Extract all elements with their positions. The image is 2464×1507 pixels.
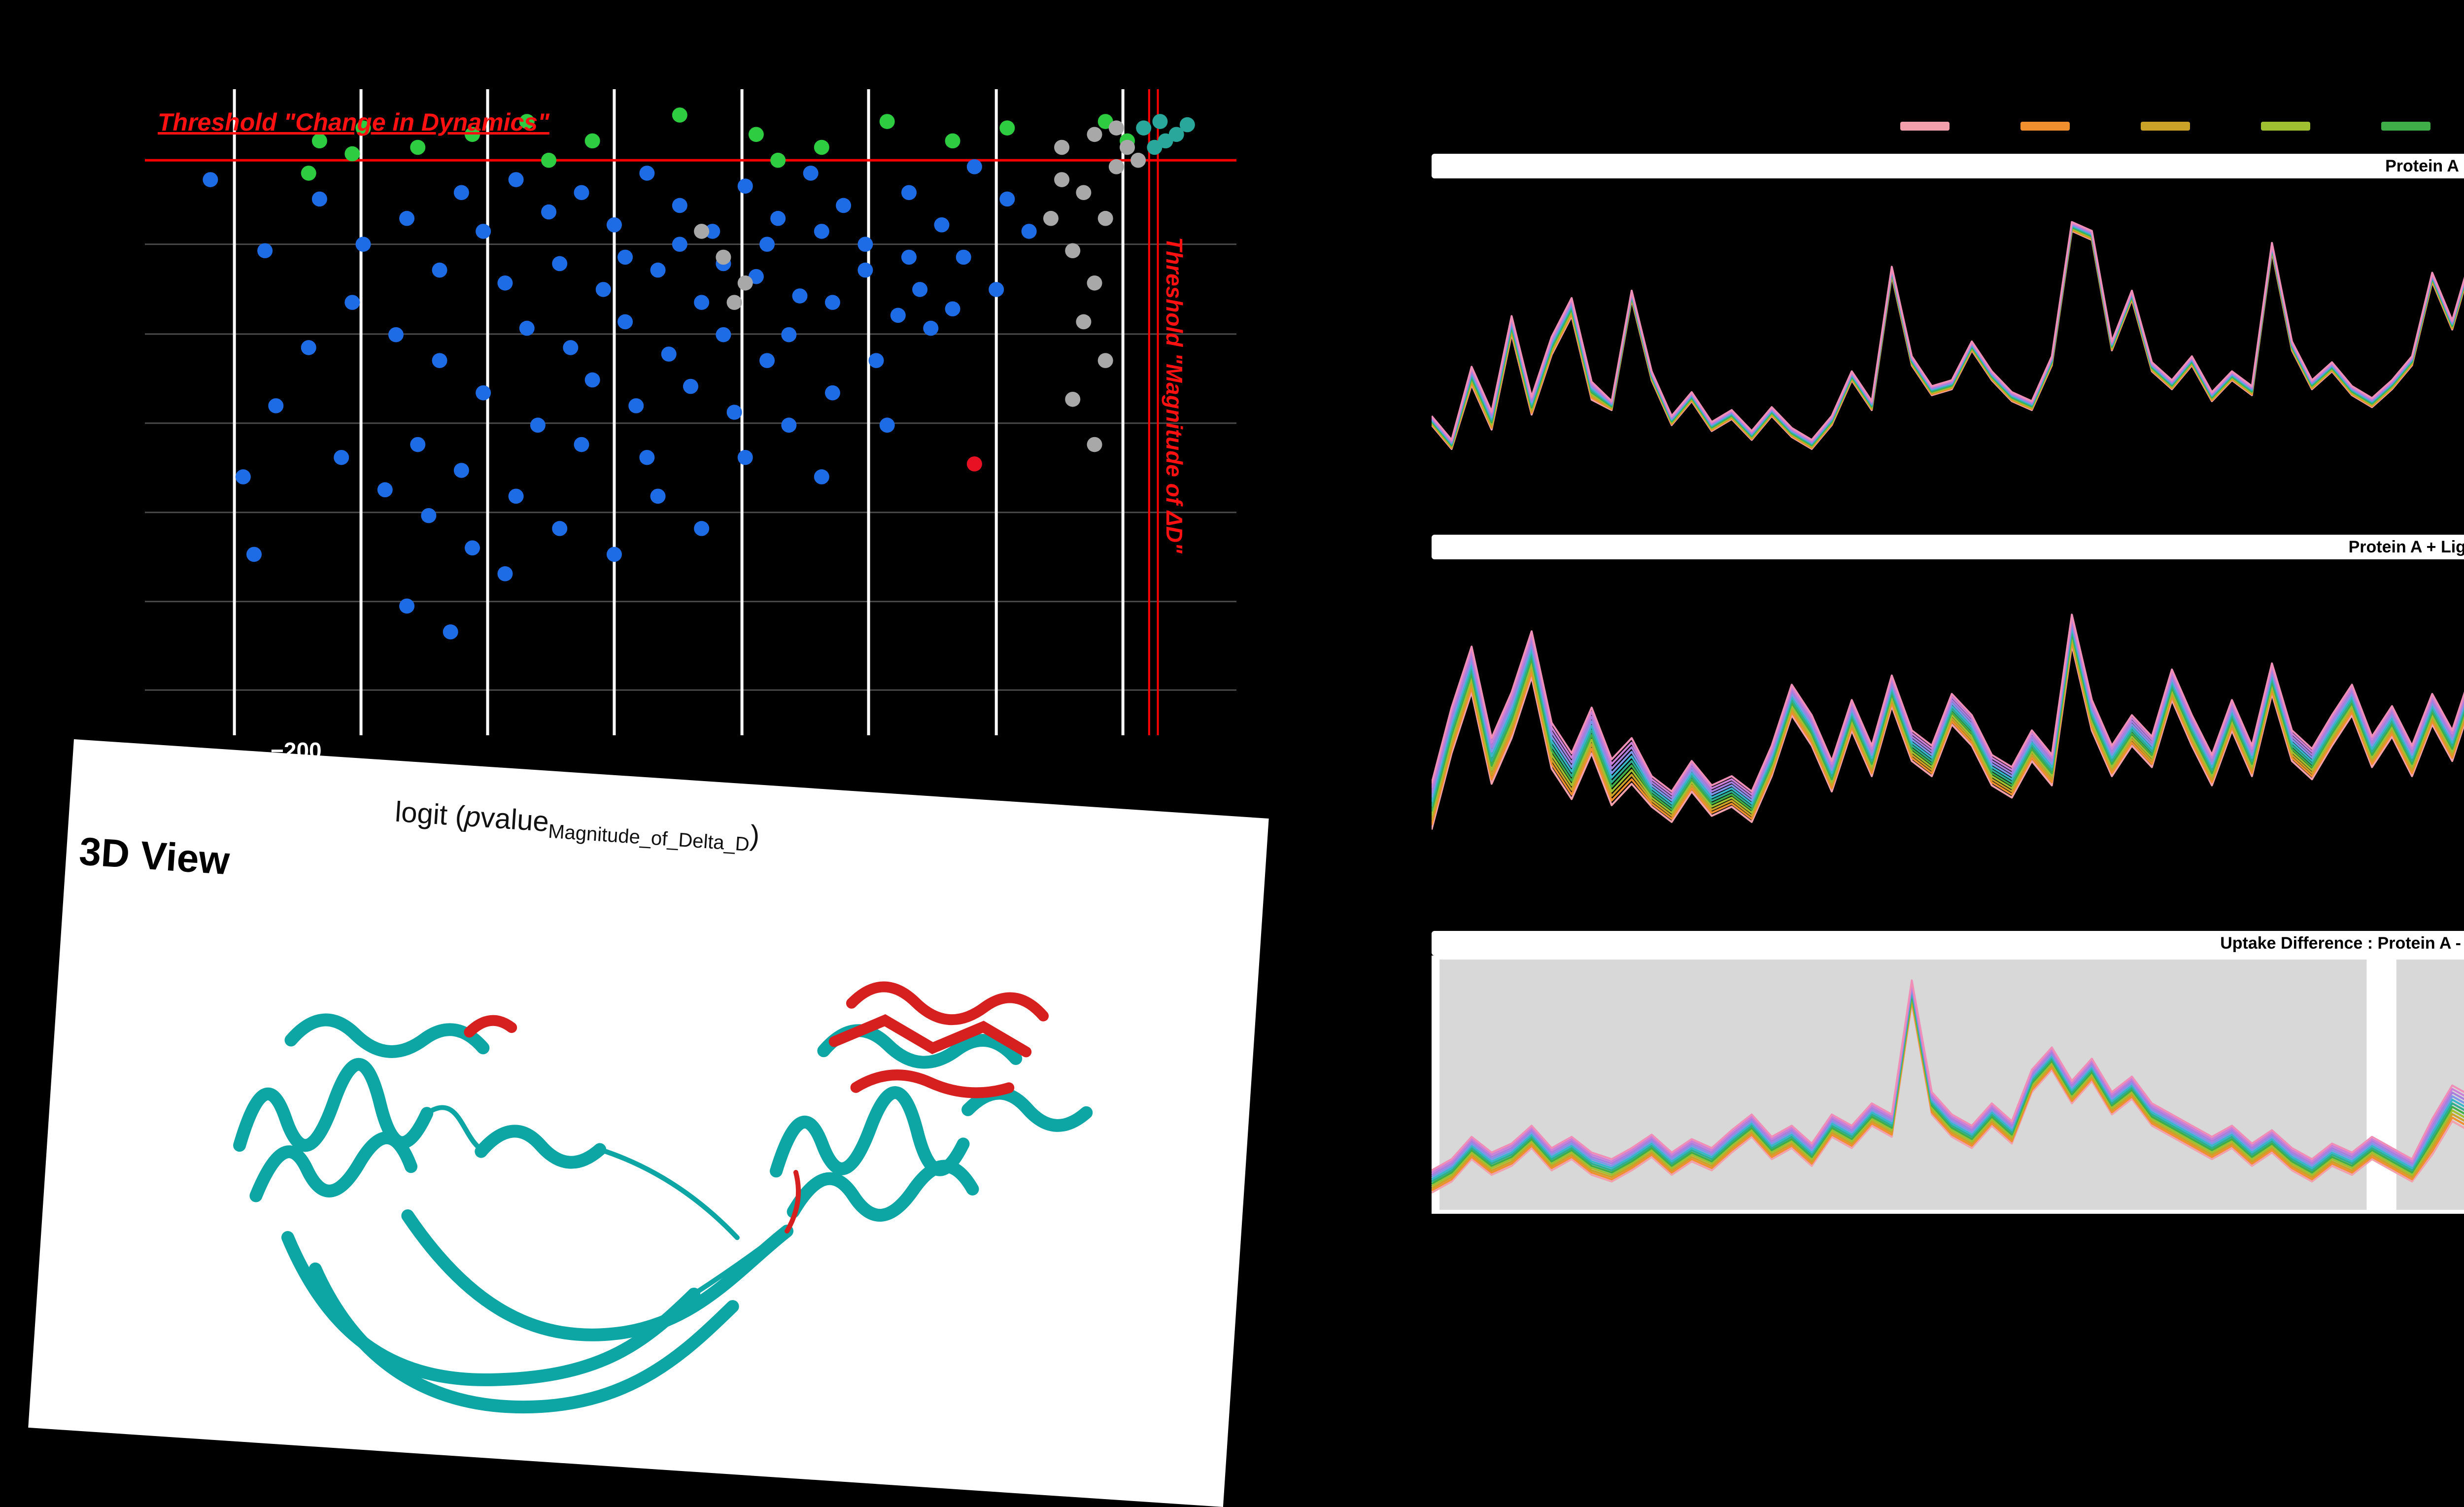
protein-ribbon-red	[464, 981, 1049, 1234]
legend-dash[interactable]	[2020, 122, 2070, 131]
uptake-plot-protein-a-ligand[interactable]	[1432, 559, 2464, 912]
x-axis-label-p: p	[464, 800, 482, 833]
x-axis-label-value: value	[479, 801, 550, 838]
legend-dash[interactable]	[2381, 122, 2430, 131]
threshold-magnitude-label: Threshold "Magnitude of ΔD"	[1162, 237, 1187, 553]
protein-structure-svg[interactable]	[118, 883, 1210, 1484]
uptake-difference-plot[interactable]	[1432, 956, 2464, 1214]
uptake-plot-protein-a[interactable]	[1432, 178, 2464, 523]
volcano-scatter-svg[interactable]	[145, 89, 1236, 735]
legend-dash[interactable]	[2261, 122, 2310, 131]
3d-view-title: 3D View	[78, 829, 231, 883]
x-axis-label-prefix: logit (	[394, 795, 466, 832]
timepoint-legend	[1900, 122, 2464, 131]
x-axis-label-subscript: Magnitude_of_Delta_D	[548, 820, 751, 856]
uptake-difference-panel: Uptake Difference : Protein A - (Protein…	[1432, 931, 2464, 1214]
volcano-plot-panel: Threshold "Change in Dynamics" Threshold…	[145, 89, 1236, 763]
panel-title-protein-a: Protein A	[1432, 154, 2464, 178]
protein-ribbon-teal	[233, 1013, 1093, 1414]
legend-dash[interactable]	[2141, 122, 2190, 131]
3d-view-panel: logit (pvalueMagnitude_of_Delta_D) 3D Vi…	[28, 739, 1269, 1507]
x-axis-label-suffix: )	[749, 819, 761, 852]
uptake-panel-protein-a: Protein A	[1432, 154, 2464, 523]
protein-coil-teal	[424, 1105, 774, 1297]
panel-title-uptake-difference: Uptake Difference : Protein A - (Protein…	[1432, 931, 2464, 956]
x-axis-label: logit (pvalueMagnitude_of_Delta_D)	[394, 795, 761, 857]
legend-dash[interactable]	[1900, 122, 1950, 131]
uptake-panel-protein-a-ligand: Protein A + Ligand	[1432, 535, 2464, 912]
threshold-dynamics-label: Threshold "Change in Dynamics"	[158, 108, 549, 136]
panel-title-protein-a-ligand: Protein A + Ligand	[1432, 535, 2464, 559]
